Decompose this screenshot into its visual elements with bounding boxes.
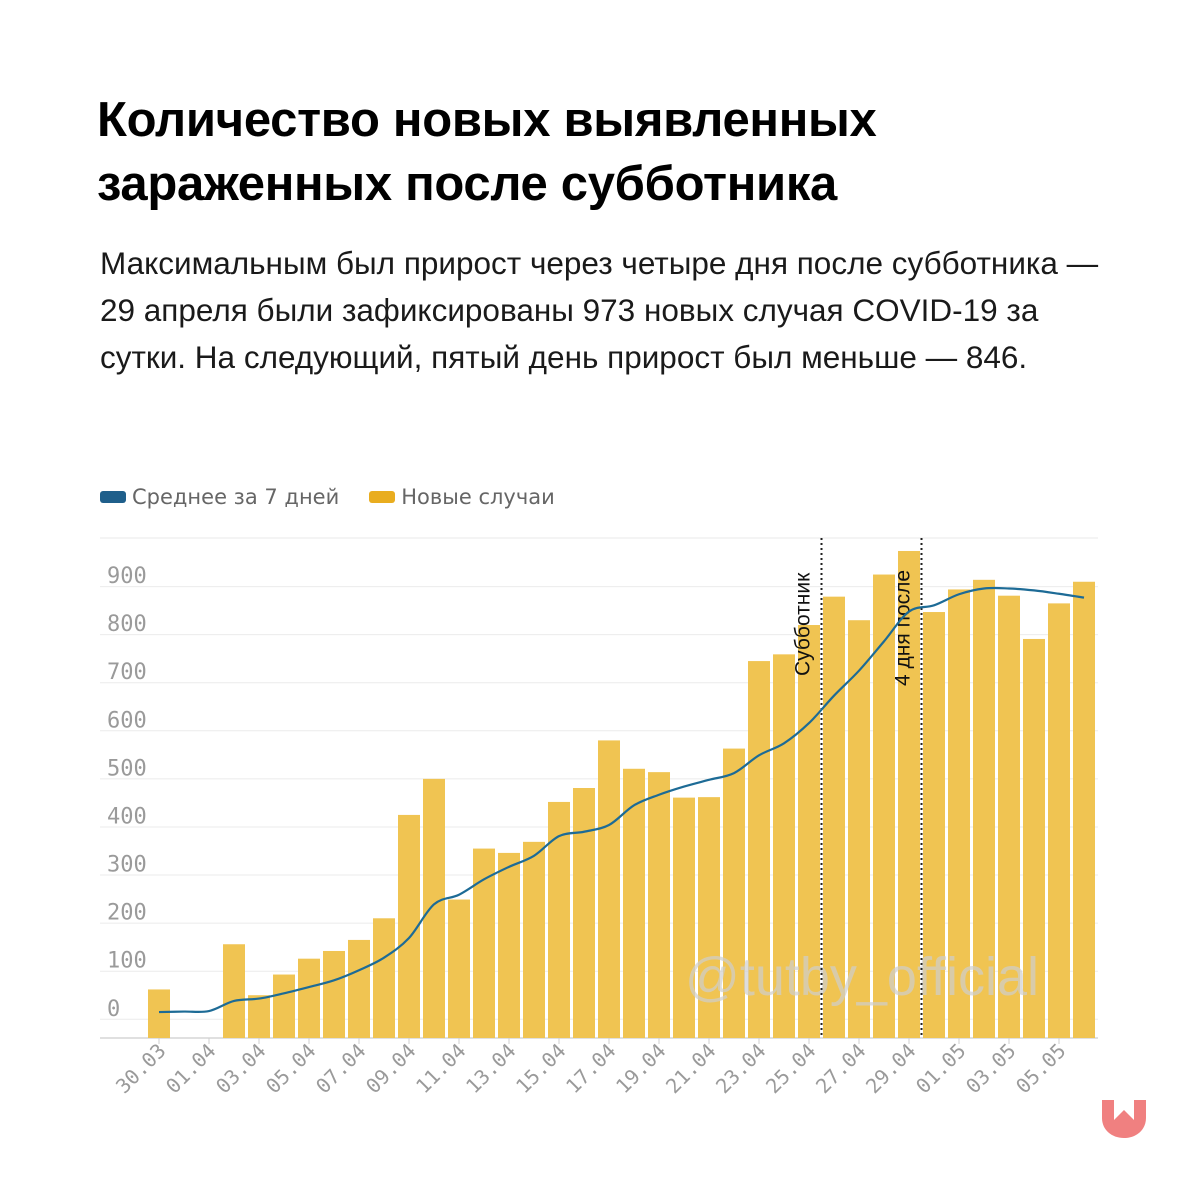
x-tick-label: 30.03	[111, 1039, 171, 1099]
bar	[973, 579, 995, 1038]
x-tick-label: 15.04	[511, 1039, 571, 1099]
x-tick-label: 21.04	[661, 1039, 721, 1099]
bar	[448, 899, 470, 1038]
x-tick-label: 07.04	[311, 1039, 371, 1099]
legend-item-average: Среднее за 7 дней	[100, 485, 339, 509]
bar	[498, 852, 520, 1038]
x-tick-label: 03.05	[961, 1039, 1021, 1099]
legend-label-new-cases: Новые случаи	[401, 485, 555, 509]
y-tick-label: 200	[107, 901, 147, 926]
legend-item-new-cases: Новые случаи	[369, 485, 555, 509]
bar	[348, 939, 370, 1038]
x-tick-label: 05.04	[261, 1039, 321, 1099]
bar	[923, 612, 945, 1038]
x-tick-label: 17.04	[561, 1039, 621, 1099]
bar	[223, 944, 245, 1038]
bar	[673, 797, 695, 1038]
y-tick-label: 300	[107, 853, 147, 878]
bar	[298, 958, 320, 1038]
page-title: Количество новых выявленных зараженных п…	[97, 93, 877, 211]
y-tick-labels: 0 100 200 300 400 500 600 700 800 900	[107, 564, 147, 1022]
x-tick-label: 23.04	[711, 1039, 771, 1099]
x-tick-label: 01.05	[911, 1039, 971, 1099]
bar	[148, 989, 170, 1038]
bar	[573, 788, 595, 1038]
x-tick-label: 03.04	[211, 1039, 271, 1099]
bar	[873, 574, 895, 1038]
y-tick-label: 100	[107, 949, 147, 974]
annotation-label: 4 дня после	[892, 570, 915, 686]
bar	[1073, 581, 1095, 1038]
annotation-label: Субботник	[792, 572, 815, 676]
watermark: @tutby_official	[685, 947, 1039, 1007]
chart-legend: Среднее за 7 дней Новые случаи	[100, 482, 585, 512]
bar	[848, 620, 870, 1038]
annotation-lines: Субботник 4 дня после	[792, 538, 923, 1038]
watermark-group: @tutby_official	[685, 947, 1039, 1007]
x-tick-label: 25.04	[761, 1039, 821, 1099]
bar	[398, 814, 420, 1038]
bar	[323, 950, 345, 1038]
x-tick-label: 13.04	[461, 1039, 521, 1099]
y-tick-label: 900	[107, 564, 147, 589]
x-tick-label: 01.04	[161, 1039, 221, 1099]
y-tick-label: 600	[107, 708, 147, 733]
bar	[373, 918, 395, 1038]
y-tick-label: 400	[107, 804, 147, 829]
bar	[523, 841, 545, 1038]
bar	[598, 740, 620, 1038]
bar	[748, 661, 770, 1038]
avg-line	[158, 586, 1085, 1014]
bar	[823, 596, 845, 1038]
x-tick-label: 19.04	[611, 1039, 671, 1099]
bar	[723, 748, 745, 1038]
x-tick-labels: 30.0301.0403.0405.0407.0409.0411.0413.04…	[111, 1038, 1071, 1098]
bar	[248, 995, 270, 1038]
x-tick-label: 27.04	[811, 1039, 871, 1099]
bar	[698, 797, 720, 1038]
x-tick-label: 29.04	[861, 1039, 921, 1099]
y-tick-label: 500	[107, 756, 147, 781]
bar	[273, 974, 295, 1038]
page-subtitle: Максимальным был прирост через четыре дн…	[100, 245, 1099, 375]
y-tick-label: 700	[107, 660, 147, 685]
bar	[648, 772, 670, 1038]
bar	[473, 848, 495, 1038]
bar	[548, 801, 570, 1038]
bar	[1048, 603, 1070, 1038]
bar	[773, 654, 795, 1038]
bar	[998, 595, 1020, 1038]
bar	[423, 778, 445, 1038]
brand-logo-icon	[1102, 1100, 1146, 1138]
x-tick-label: 05.05	[1011, 1039, 1071, 1099]
y-tick-label: 800	[107, 612, 147, 637]
bar	[623, 768, 645, 1038]
legend-swatch-new-cases	[369, 491, 396, 503]
bar	[898, 550, 920, 1038]
bar	[948, 589, 970, 1038]
legend-label-average: Среднее за 7 дней	[132, 485, 340, 509]
legend-swatch-average	[100, 491, 126, 503]
x-tick-label: 09.04	[361, 1039, 421, 1099]
bar	[1023, 638, 1045, 1038]
x-tick-label: 11.04	[411, 1039, 471, 1099]
y-tick-label: 0	[107, 997, 120, 1022]
